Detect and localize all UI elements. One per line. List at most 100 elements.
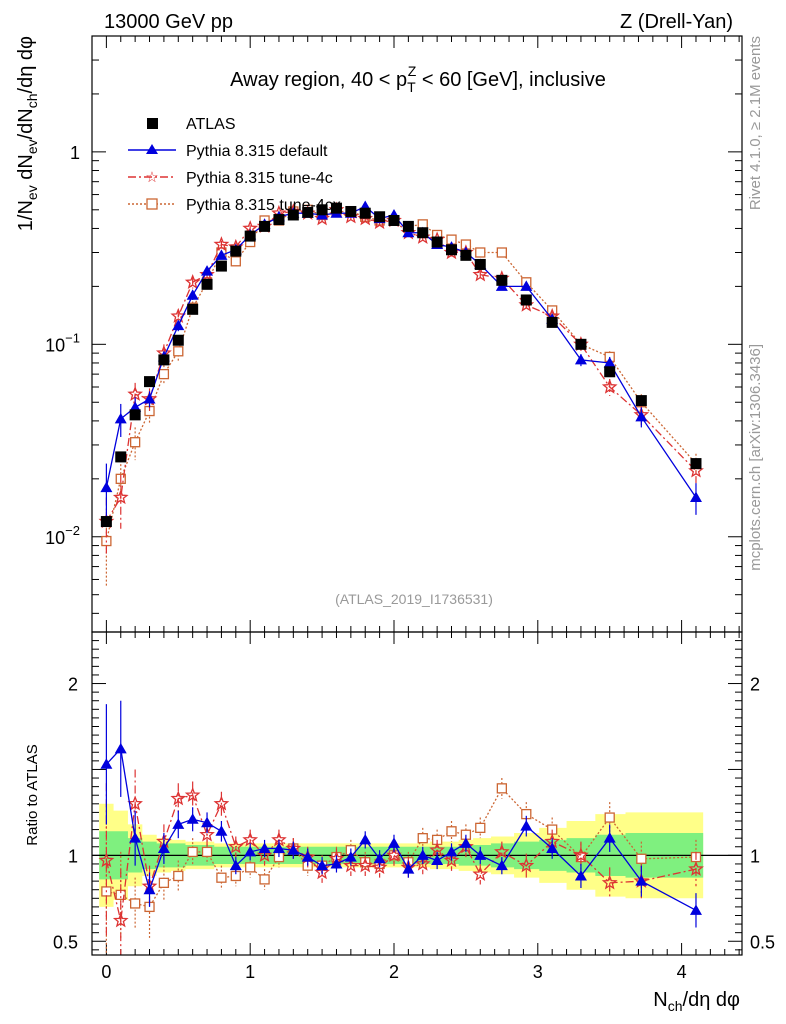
point-2 (127, 386, 144, 401)
atlas-point (316, 204, 328, 216)
y-tick-label: 1 (70, 143, 80, 163)
ratio-point-0 (157, 842, 170, 853)
ratio-point-1 (112, 912, 129, 928)
ratio-point-0 (172, 818, 185, 829)
legend-label-tune4c: Pythia 8.315 tune-4c (186, 170, 333, 187)
ratio-line-0 (105, 747, 697, 911)
point-2 (112, 489, 129, 505)
atlas-point (431, 236, 443, 248)
point-3 (173, 346, 184, 357)
ratio-point-2 (417, 833, 428, 844)
ratio-point-2 (259, 874, 270, 885)
point-3 (129, 437, 141, 448)
series-line-2 (105, 209, 697, 522)
atlas-point (374, 211, 386, 223)
legend-entry-atlas: ATLAS (147, 116, 236, 133)
ratio-point-1 (127, 795, 143, 811)
atlas-point (187, 303, 199, 315)
ratio-point-1 (98, 852, 115, 868)
x-axis-label: Nch/dη dφ (653, 989, 740, 1014)
ratio-point-0 (344, 851, 357, 862)
ratio-point-0 (474, 849, 487, 860)
atlas-point (100, 516, 112, 528)
ratio-point-0 (574, 869, 587, 881)
ratio-point-1 (256, 847, 273, 863)
atlas-point (302, 206, 314, 218)
ratio-point-1 (357, 857, 374, 873)
series-line-3 (105, 209, 697, 542)
atlas-point (417, 227, 429, 239)
ratio-point-0 (431, 854, 444, 866)
atlas-point (115, 451, 127, 463)
atlas-point (604, 366, 616, 378)
atlas-point (690, 458, 702, 470)
ratio-point-1 (213, 795, 230, 811)
analysis-id: (ATLAS_2019_I1736531) (335, 591, 493, 607)
legend: ATLAS Pythia 8.315 default ☆ Pythia 8.31… (128, 116, 341, 214)
x-tick-label: 4 (677, 962, 687, 982)
ratio-point-2 (446, 826, 457, 837)
atlas-point (144, 376, 156, 388)
ratio-point-1 (494, 843, 510, 859)
atlas-point (259, 220, 271, 232)
legend-entry-tune4c: ☆ Pythia 8.315 tune-4c (128, 169, 333, 187)
atlas-point (287, 209, 299, 221)
atlas-point (359, 207, 371, 219)
atlas-point (330, 202, 342, 214)
point-1 (186, 289, 199, 300)
ratio-line-2 (106, 787, 697, 908)
point-1 (100, 481, 113, 493)
y-tick-label: 10−1 (45, 330, 80, 355)
legend-entry-default: Pythia 8.315 default (128, 143, 328, 160)
point-3 (158, 368, 170, 380)
point-1 (129, 401, 142, 412)
x-tick-label: 1 (245, 962, 255, 982)
y-axis-label-ratio: Ratio to ATLAS (24, 744, 41, 845)
ratio-point-0 (301, 851, 314, 862)
atlas-point (273, 214, 285, 226)
ratio-point-0 (114, 742, 127, 754)
ratio-point-1 (314, 864, 331, 880)
ratio-point-2 (496, 783, 507, 794)
ratio-point-1 (443, 852, 460, 868)
x-tick-label: 2 (389, 962, 399, 982)
point-2 (213, 236, 230, 252)
atlas-point (575, 338, 587, 350)
ratio-y-tick-label: 2 (68, 675, 78, 695)
ratio-point-0 (215, 825, 228, 836)
header-right: Z (Drell-Yan) (620, 11, 733, 33)
ratio-point-0 (402, 863, 415, 874)
ratio-point-0 (520, 820, 533, 831)
atlas-point (158, 354, 170, 366)
point-2 (472, 266, 489, 282)
ratio-point-1 (227, 838, 244, 854)
x-tick-label: 3 (533, 962, 543, 982)
atlas-point (215, 260, 227, 272)
ratio-point-0 (287, 844, 300, 855)
atlas-point (460, 249, 472, 261)
ratio-point-1 (170, 790, 187, 806)
ratio-point-0 (143, 883, 156, 895)
point-1 (574, 353, 587, 365)
point-1 (172, 319, 185, 331)
ratio-point-0 (359, 833, 372, 845)
point-1 (603, 356, 616, 368)
mcplots-label: mcplots.cern.ch [arXiv:1306.3436] (747, 344, 764, 571)
ratio-y-tick-label-right: 0.5 (750, 932, 775, 952)
ratio-point-2 (187, 846, 198, 858)
atlas-point (201, 278, 213, 290)
ratio-point-2 (604, 812, 615, 823)
ratio-point-2 (245, 862, 256, 873)
ratio-point-1 (472, 866, 489, 881)
axis-ticks (91, 35, 742, 955)
ratio-point-1 (342, 857, 359, 873)
ratio-point-0 (258, 842, 271, 853)
point-2 (314, 210, 330, 226)
point-3 (475, 247, 486, 258)
ratio-point-0 (100, 758, 113, 769)
point-3 (496, 247, 507, 258)
ratio-point-0 (244, 845, 257, 857)
ratio-point-0 (635, 875, 648, 886)
atlas-point (172, 334, 184, 346)
